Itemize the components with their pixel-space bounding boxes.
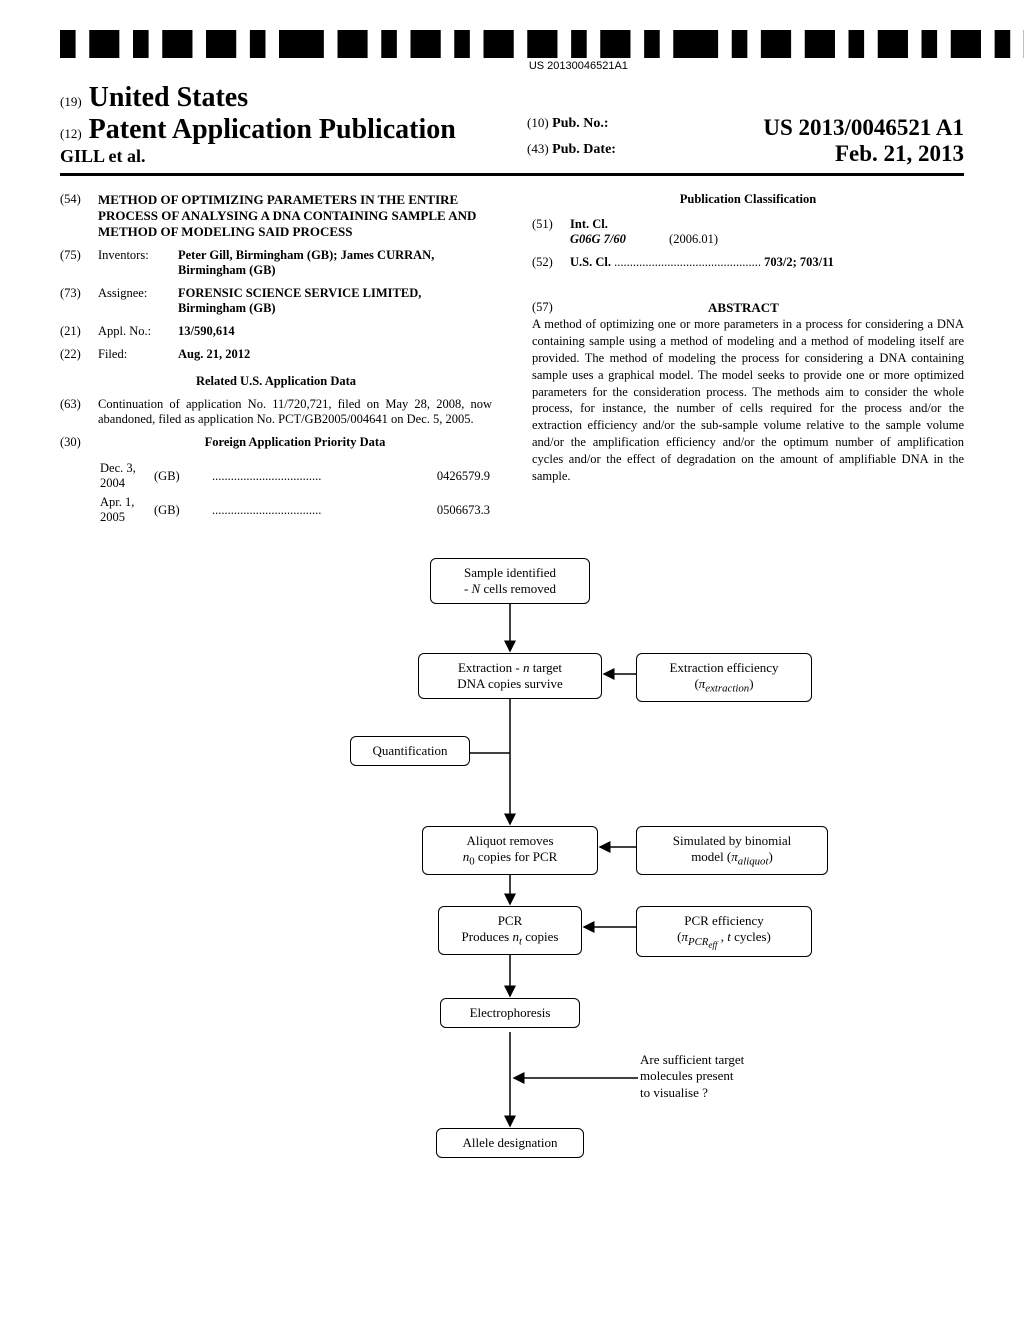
inventors-label: Inventors: (98, 248, 178, 278)
doc-type-tag: (12) (60, 126, 82, 141)
flow-text-question: Are sufficient target molecules present … (640, 1052, 830, 1101)
filed-label: Filed: (98, 347, 178, 362)
uscl-row: (52) U.S. Cl. ..........................… (532, 255, 964, 270)
applno-label: Appl. No.: (98, 324, 178, 339)
dots-leader: ........................................… (614, 255, 764, 269)
intcl-content: Int. Cl. G06G 7/60 (2006.01) (570, 217, 964, 247)
pub-no-row: (10) Pub. No.: US 2013/0046521 A1 (527, 115, 964, 141)
barcode-region: █ ██ █ ██ ██ █ ███ ██ █ ██ █ ██ ██ █ ██ … (60, 30, 964, 74)
flow-node-aliquot: Aliquot removes n0 copies for PCR (422, 826, 598, 875)
flowchart: Sample identified - N cells removed Extr… (60, 558, 964, 1218)
intcl-symbol: G06G 7/60 (570, 232, 626, 246)
pub-date-label: Pub. Date: (552, 142, 616, 157)
country: United States (89, 82, 248, 113)
cont-text: Continuation of application No. 11/720,7… (98, 397, 492, 427)
table-row: Dec. 3, 2004 (GB) ......................… (62, 460, 490, 492)
priority-table: Dec. 3, 2004 (GB) ......................… (60, 458, 492, 528)
doc-type-line: (12) Patent Application Publication (60, 114, 497, 146)
intcl-label: Int. Cl. (570, 217, 608, 231)
header-rule (60, 173, 964, 176)
abstract-header: (57) ABSTRACT (532, 300, 964, 316)
abstract-tag: (57) (532, 300, 553, 316)
priority-date: Apr. 1, 2005 (62, 494, 152, 526)
priority-cc: (GB) (154, 460, 204, 492)
dots-leader: ................................... (206, 494, 402, 526)
intcl-tag: (51) (532, 217, 570, 247)
table-row: Apr. 1, 2005 (GB) ......................… (62, 494, 490, 526)
barcode-bars: █ ██ █ ██ ██ █ ███ ██ █ ██ █ ██ ██ █ ██ … (60, 30, 1024, 58)
biblio-right: Publication Classification (51) Int. Cl.… (532, 192, 964, 528)
dots-leader: ................................... (206, 460, 402, 492)
title-text: METHOD OF OPTIMIZING PARAMETERS IN THE E… (98, 192, 492, 240)
biblio-left: (54) METHOD OF OPTIMIZING PARAMETERS IN … (60, 192, 492, 528)
priority-num: 0506673.3 (404, 494, 490, 526)
flow-node-pcr: PCR Produces nt copies (438, 906, 582, 955)
intcl-row: (51) Int. Cl. G06G 7/60 (2006.01) (532, 217, 964, 247)
doc-type: Patent Application Publication (89, 114, 456, 145)
assignee-value: FORENSIC SCIENCE SERVICE LIMITED, Birmin… (178, 286, 492, 316)
classification-heading: Publication Classification (532, 192, 964, 207)
priority-heading-row: (30) Foreign Application Priority Data (60, 435, 492, 450)
uscl-label: U.S. Cl. (570, 255, 611, 269)
filed-tag: (22) (60, 347, 98, 362)
country-line: (19) United States (60, 82, 497, 114)
assignee-label: Assignee: (98, 286, 178, 316)
title-tag: (54) (60, 192, 98, 240)
barcode-text: US 20130046521A1 (60, 60, 1024, 72)
priority-num: 0426579.9 (404, 460, 490, 492)
pub-no: US 2013/0046521 A1 (763, 115, 964, 141)
title-row: (54) METHOD OF OPTIMIZING PARAMETERS IN … (60, 192, 492, 240)
priority-heading: Foreign Application Priority Data (98, 435, 492, 450)
inventors-tag: (75) (60, 248, 98, 278)
flow-node-extraction: Extraction - n target DNA copies survive (418, 653, 602, 699)
filed-value: Aug. 21, 2012 (178, 347, 492, 362)
assignee-row: (73) Assignee: FORENSIC SCIENCE SERVICE … (60, 286, 492, 316)
flow-node-allele-designation: Allele designation (436, 1128, 584, 1158)
intcl-version: (2006.01) (669, 232, 718, 246)
biblio-columns: (54) METHOD OF OPTIMIZING PARAMETERS IN … (60, 192, 964, 528)
uscl-content: U.S. Cl. ...............................… (570, 255, 964, 270)
flow-side-binomial: Simulated by binomial model (πaliquot) (636, 826, 828, 875)
header-block: (19) United States (12) Patent Applicati… (60, 82, 964, 167)
filed-row: (22) Filed: Aug. 21, 2012 (60, 347, 492, 362)
country-tag: (19) (60, 94, 82, 109)
inventors-value: Peter Gill, Birmingham (GB); James CURRA… (178, 248, 492, 278)
abstract-heading: ABSTRACT (553, 300, 934, 316)
assignee-tag: (73) (60, 286, 98, 316)
priority-date: Dec. 3, 2004 (62, 460, 152, 492)
flow-node-quantification: Quantification (350, 736, 470, 766)
abstract-text: A method of optimizing one or more param… (532, 316, 964, 485)
pub-no-tag: (10) (527, 115, 549, 130)
related-heading: Related U.S. Application Data (60, 374, 492, 389)
applno-tag: (21) (60, 324, 98, 339)
pub-no-label: Pub. No.: (552, 116, 608, 131)
priority-cc: (GB) (154, 494, 204, 526)
pub-date-row: (43) Pub. Date: Feb. 21, 2013 (527, 141, 964, 167)
authors-line: GILL et al. (60, 146, 497, 167)
pub-date-tag: (43) (527, 141, 549, 156)
priority-tag: (30) (60, 435, 98, 450)
flow-side-pcr-eff: PCR efficiency (πPCReff , t cycles) (636, 906, 812, 957)
cont-tag: (63) (60, 397, 98, 427)
barcode: █ ██ █ ██ ██ █ ███ ██ █ ██ █ ██ ██ █ ██ … (60, 30, 1024, 72)
inventors-row: (75) Inventors: Peter Gill, Birmingham (… (60, 248, 492, 278)
applno-value: 13/590,614 (178, 324, 492, 339)
continuation-row: (63) Continuation of application No. 11/… (60, 397, 492, 427)
flow-node-electrophoresis: Electrophoresis (440, 998, 580, 1028)
applno-row: (21) Appl. No.: 13/590,614 (60, 324, 492, 339)
uscl-tag: (52) (532, 255, 570, 270)
pub-date: Feb. 21, 2013 (835, 141, 964, 167)
flow-side-extraction-eff: Extraction efficiency (πextraction) (636, 653, 812, 702)
uscl-value: 703/2; 703/11 (764, 255, 834, 269)
flow-node-sample-identified: Sample identified - N cells removed (430, 558, 590, 604)
